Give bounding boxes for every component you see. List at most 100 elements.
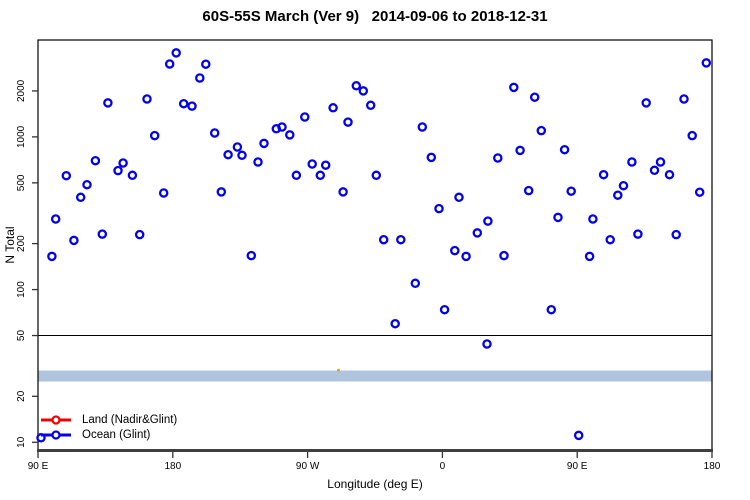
data-point	[338, 187, 348, 197]
data-point	[90, 155, 101, 166]
data-point	[232, 142, 243, 152]
data-point	[50, 214, 61, 224]
land-series-symbol-icon	[41, 414, 71, 425]
data-point	[259, 138, 269, 149]
y-tick-label: 200	[16, 235, 27, 252]
data-point	[655, 157, 666, 167]
legend-label-land: Land (Nadir&Glint)	[82, 413, 178, 426]
data-point	[450, 245, 460, 256]
x-tick-label: 180	[164, 461, 181, 472]
data-point	[559, 144, 570, 155]
data-point	[195, 73, 205, 83]
data-point	[390, 318, 400, 329]
data-point	[454, 192, 464, 203]
highlight-band	[38, 370, 712, 382]
data-point	[201, 59, 211, 69]
x-axis-title: Longitude (deg E)	[327, 477, 423, 491]
data-point	[97, 229, 108, 239]
data-point	[178, 98, 189, 109]
data-point	[365, 100, 376, 111]
data-point	[439, 304, 450, 315]
data-point	[164, 59, 175, 69]
data-point	[410, 278, 421, 289]
data-point	[472, 228, 483, 238]
x-tick-label: 90 W	[296, 461, 320, 472]
data-point	[613, 190, 623, 200]
data-point	[483, 216, 493, 226]
data-point	[118, 158, 128, 168]
data-point	[307, 159, 317, 169]
y-tick-label: 500	[16, 174, 27, 191]
data-point	[223, 149, 233, 160]
data-point	[285, 130, 295, 140]
data-point	[328, 103, 338, 113]
data-point	[649, 165, 660, 176]
x-tick-label: 90 E	[567, 461, 588, 472]
data-point	[396, 234, 406, 245]
data-point	[523, 185, 534, 196]
data-point	[546, 304, 557, 315]
x-tick-label: 180	[704, 461, 721, 472]
y-tick-label: 1000	[16, 125, 27, 148]
data-point	[158, 188, 169, 198]
data-point	[426, 152, 437, 163]
data-point	[113, 165, 123, 176]
data-point	[584, 251, 595, 262]
data-point	[605, 234, 615, 245]
data-point	[47, 251, 57, 262]
data-point	[187, 101, 197, 111]
data-point	[351, 81, 362, 91]
data-point	[553, 212, 563, 223]
y-tick-label: 50	[16, 330, 27, 342]
data-point	[103, 98, 113, 108]
data-point	[618, 180, 629, 191]
data-point	[687, 130, 697, 141]
data-point	[343, 117, 353, 127]
data-point	[171, 48, 181, 58]
data-point	[127, 170, 138, 181]
data-point	[300, 112, 310, 122]
data-point	[701, 58, 712, 68]
y-tick-label: 20	[16, 390, 27, 402]
x-tick-label: 0	[440, 461, 446, 472]
data-point	[627, 157, 637, 167]
data-point	[573, 430, 584, 441]
data-point	[566, 186, 576, 196]
data-point	[61, 170, 72, 181]
data-point	[320, 160, 331, 170]
chart-title: 60S-55S March (Ver 9) 2014-09-06 to 2018…	[202, 8, 548, 25]
data-point	[69, 235, 79, 246]
data-point	[75, 192, 86, 203]
x-tick-label: 90 E	[28, 461, 49, 472]
data-point	[536, 125, 547, 136]
data-point	[378, 234, 389, 245]
data-point	[694, 187, 705, 197]
data-point	[664, 169, 675, 180]
data-point	[598, 169, 609, 180]
data-point	[588, 214, 598, 224]
data-point	[371, 170, 382, 181]
legend-item-land: Land (Nadir&Glint)	[40, 412, 177, 427]
data-point	[509, 82, 519, 93]
data-point	[209, 128, 220, 138]
data-point	[237, 150, 247, 161]
y-tick-label: 10	[16, 436, 27, 448]
data-point	[277, 122, 287, 132]
data-point	[358, 86, 369, 96]
data-point	[216, 187, 227, 197]
data-point	[482, 339, 492, 349]
data-point	[434, 203, 444, 214]
data-point	[499, 250, 509, 261]
y-tick-label: 2000	[16, 79, 27, 102]
legend-label-ocean: Ocean (Glint)	[82, 428, 151, 441]
data-point	[461, 251, 471, 262]
data-point	[253, 157, 263, 167]
y-axis-title: N Total	[3, 226, 17, 264]
data-point	[529, 92, 540, 102]
legend-item-ocean: Ocean (Glint)	[40, 427, 177, 442]
data-point	[633, 229, 643, 239]
data-point	[641, 98, 651, 108]
speck-annotation	[337, 368, 340, 372]
y-tick-label: 100	[16, 281, 27, 298]
